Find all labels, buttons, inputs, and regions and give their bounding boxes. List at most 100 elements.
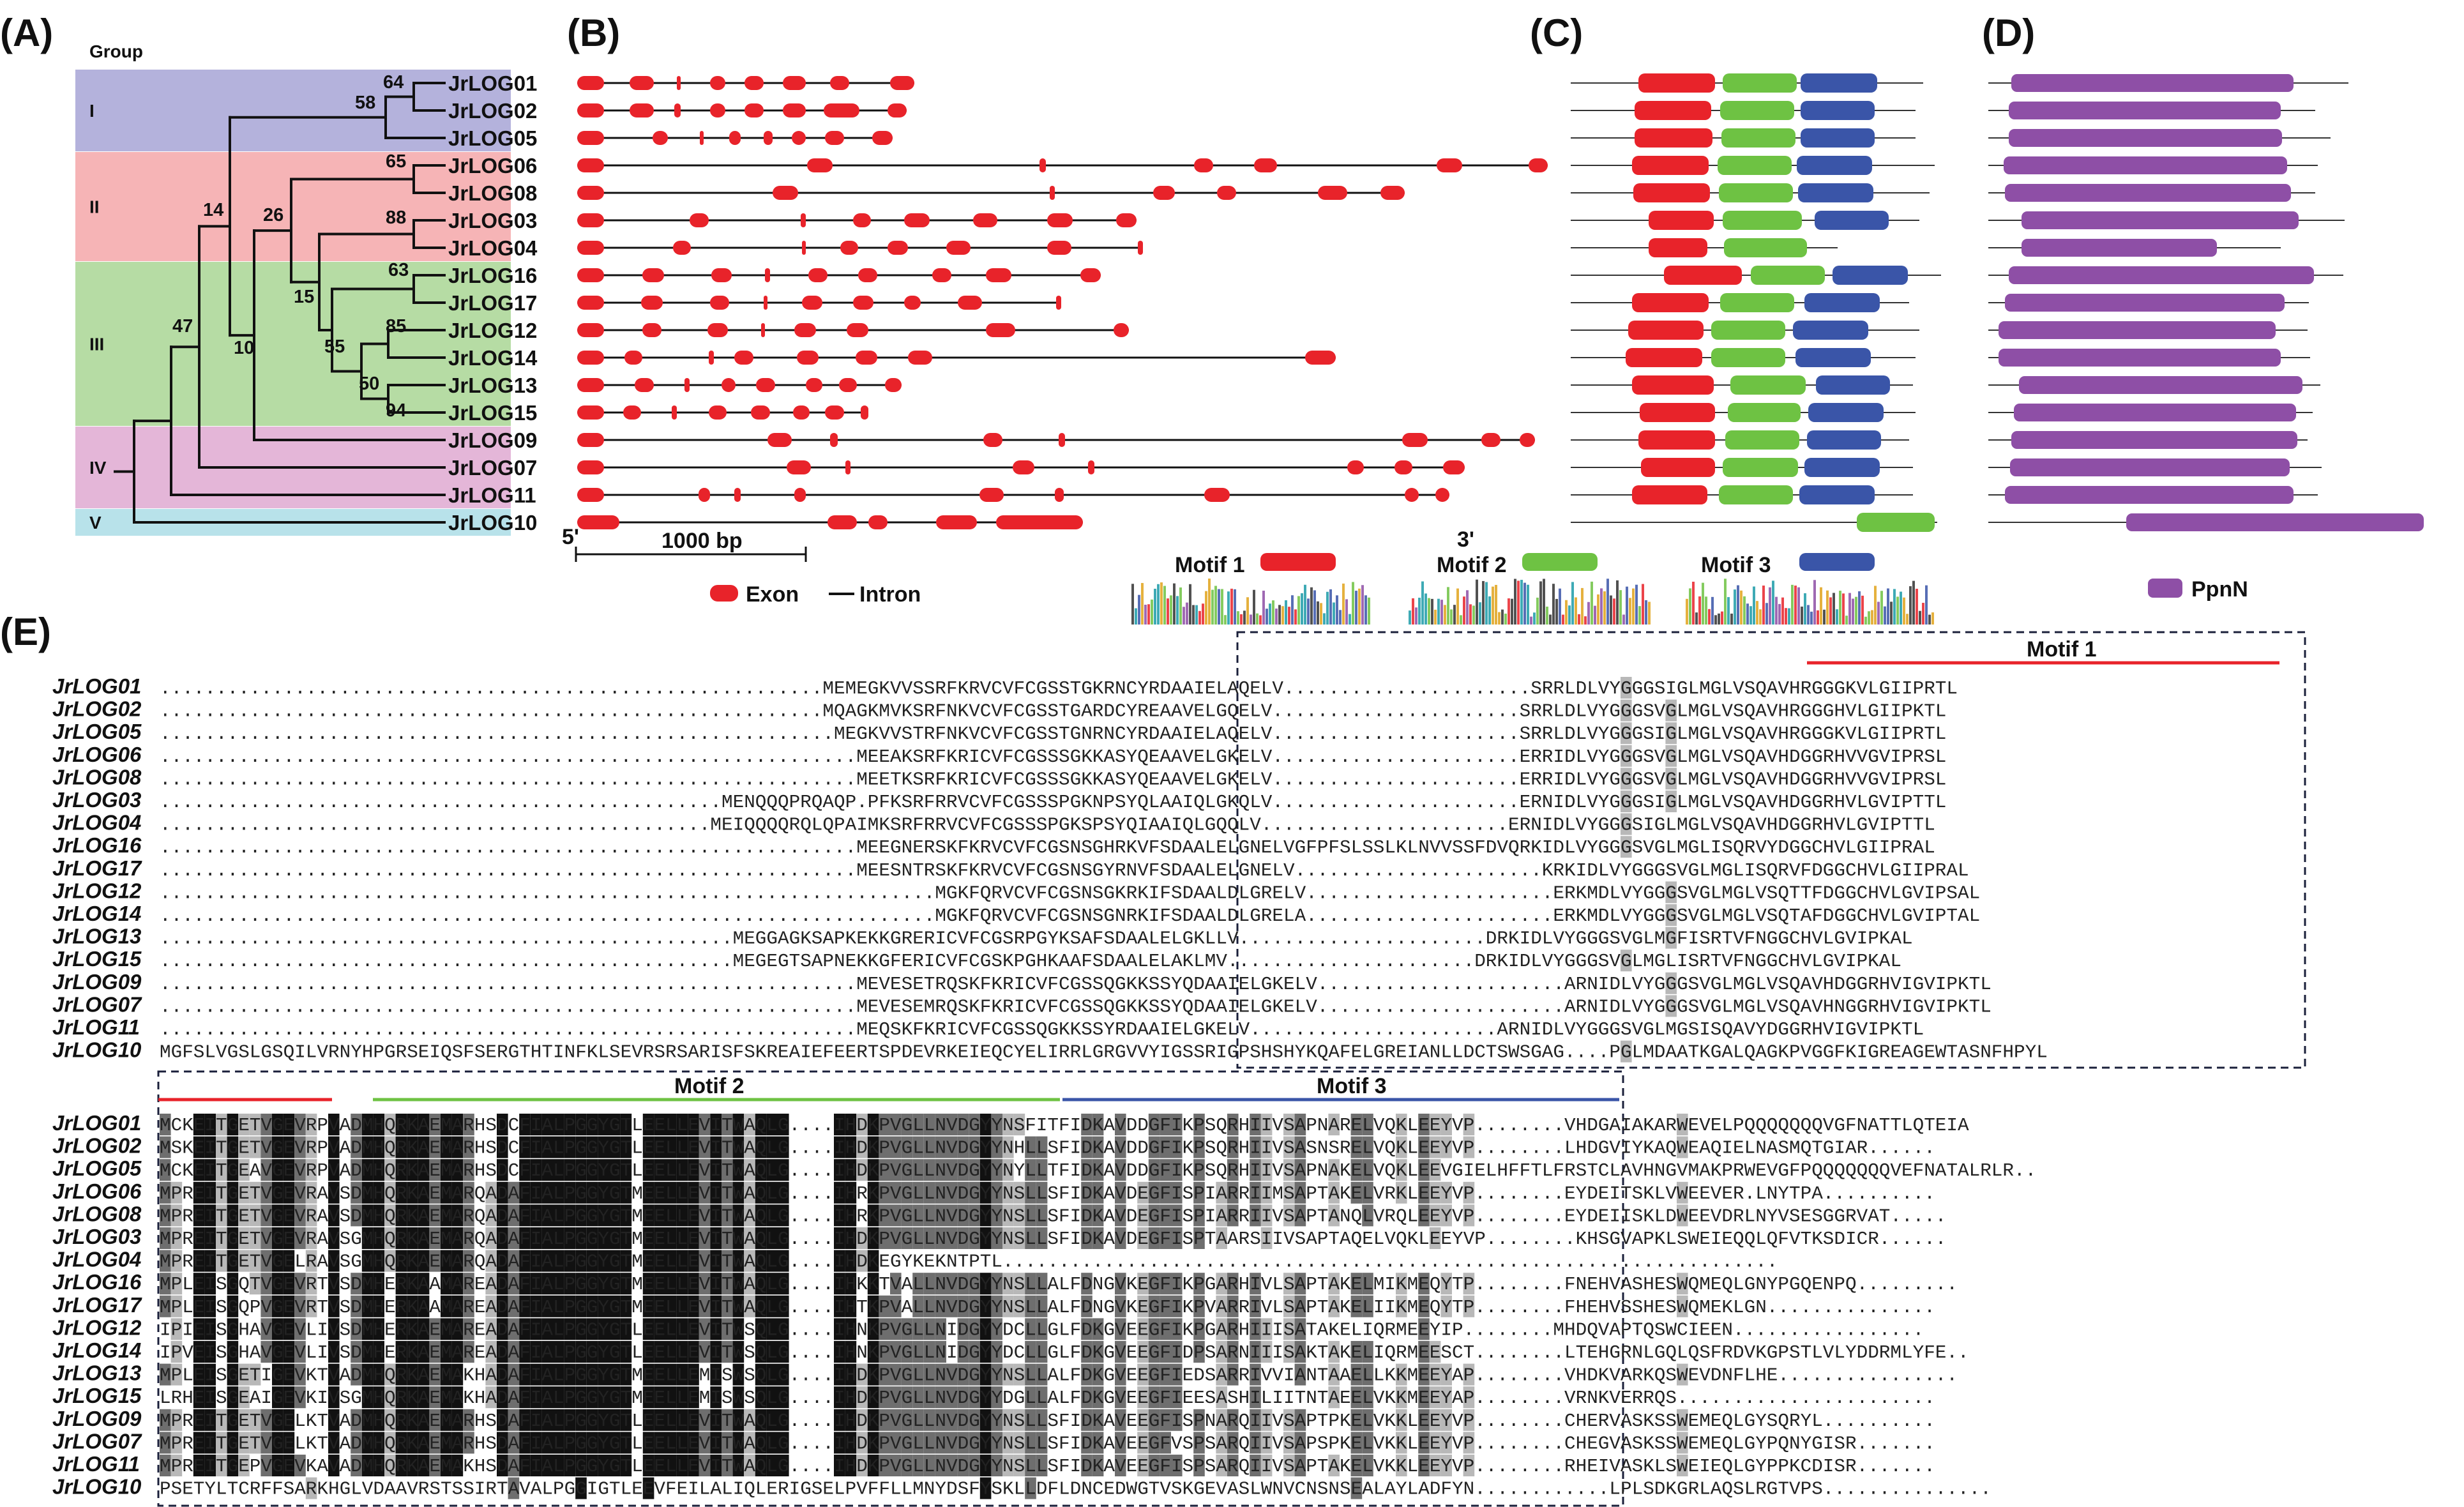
conservation-shade [238, 1363, 250, 1386]
exon-block [1116, 213, 1137, 227]
conservation-shade [979, 1341, 992, 1363]
conservation-shade [249, 1204, 261, 1227]
conservation-shade [451, 1432, 464, 1454]
logo-letter [1549, 614, 1552, 625]
conservation-shade [249, 1273, 261, 1295]
conservation-shade [609, 1363, 621, 1386]
conservation-shade [867, 1432, 879, 1454]
conservation-shade [1250, 1136, 1261, 1158]
conservation-shade [912, 1386, 924, 1409]
conservation-shade [1148, 1341, 1160, 1363]
conservation-shade [1227, 1159, 1239, 1181]
conservation-shade [1092, 1363, 1104, 1386]
conservation-shade [283, 1227, 295, 1249]
conservation-shade [1160, 1181, 1171, 1204]
conservation-shade [744, 1181, 755, 1204]
conservation-shade [778, 1318, 789, 1340]
conservation-shade [530, 1455, 542, 1476]
logo-letter [1906, 614, 1908, 625]
conservation-shade [1148, 1386, 1160, 1409]
logo-letter [1575, 597, 1577, 625]
conservation-shade [227, 1250, 239, 1272]
logo-letter [1781, 597, 1784, 625]
conservation-shade [1250, 1318, 1261, 1340]
conservation-shade [1092, 1341, 1104, 1363]
conservation-shade [1216, 1204, 1227, 1227]
conservation-shade [1193, 1273, 1205, 1295]
conservation-shade [1429, 1159, 1441, 1181]
exon-block [577, 131, 604, 145]
conservation-shade [923, 1341, 935, 1363]
logo-letter [1352, 582, 1354, 625]
conservation-shade [418, 1341, 430, 1363]
conservation-shade [1092, 1159, 1104, 1181]
conservation-shade [1250, 1432, 1261, 1454]
gene-label: JrLOG05 [448, 126, 537, 150]
conservation-shade [778, 1159, 789, 1181]
conservation-shade [979, 1181, 992, 1204]
conservation-shade [305, 1114, 317, 1135]
conservation-shade [744, 1273, 755, 1295]
logo-letter [1931, 612, 1934, 625]
conservation-shade [407, 1409, 418, 1431]
conservation-shade [216, 1227, 227, 1249]
exon-block [783, 76, 806, 90]
logo-letter [1224, 615, 1227, 625]
conservation-shade [1115, 1273, 1126, 1295]
conservation-shade [665, 1136, 677, 1158]
conservation-shade [1115, 1181, 1126, 1204]
conservation-shade [1193, 1432, 1205, 1454]
conservation-shade [1227, 1318, 1239, 1340]
conservation-shade [1665, 927, 1677, 949]
conservation-shade [519, 1341, 531, 1363]
conservation-shade [553, 1273, 564, 1295]
conservation-shade [1463, 1409, 1475, 1431]
conservation-shade [586, 1341, 598, 1363]
conservation-shade [665, 1250, 677, 1272]
motif-block [1723, 73, 1797, 93]
conservation-shade [1036, 1204, 1048, 1227]
logo-letter [1880, 591, 1883, 625]
conservation-shade [204, 1455, 216, 1476]
logo-letter [1368, 597, 1370, 625]
conservation-shade [1081, 1181, 1092, 1204]
conservation-shade [1328, 1386, 1340, 1409]
conservation-shade [272, 1227, 283, 1249]
conservation-shade [1440, 1455, 1452, 1476]
conservation-shade [609, 1227, 621, 1249]
exon-block [946, 241, 971, 255]
conservation-shade [283, 1136, 295, 1158]
logo-letter [1845, 616, 1848, 625]
conservation-shade [1092, 1181, 1104, 1204]
conservation-shade [654, 1273, 665, 1295]
conservation-shade [1025, 1363, 1036, 1386]
logo-letter [1791, 584, 1794, 625]
conservation-shade [834, 1136, 845, 1158]
conservation-shade [328, 1341, 340, 1363]
conservation-shade [204, 1363, 216, 1386]
conservation-shade [1418, 1159, 1430, 1181]
logo-letter [1409, 610, 1411, 625]
conservation-shade [979, 1432, 992, 1454]
conservation-shade [923, 1386, 935, 1409]
conservation-shade [541, 1341, 553, 1363]
logo-letter [1833, 593, 1835, 625]
logo-letter [1333, 602, 1335, 625]
logo-letter [1256, 613, 1258, 625]
exon-block [861, 405, 868, 420]
motif-block [1711, 321, 1785, 340]
conservation-shade [160, 1432, 171, 1454]
conservation-shade [541, 1273, 553, 1295]
group-band-2 [75, 152, 511, 261]
conservation-shade [710, 1273, 722, 1295]
conservation-shade [969, 1159, 980, 1181]
exon-block [783, 103, 806, 117]
logo-letter [1708, 609, 1711, 625]
conservation-shade [272, 1455, 283, 1476]
conservation-shade [227, 1455, 239, 1476]
conservation-shade [508, 1273, 520, 1295]
three-prime-label: 3' [1457, 527, 1474, 552]
logo-letter [1705, 596, 1707, 625]
motif-diagrams [1571, 73, 1941, 532]
alignment-block-top: JrLOG01.................................… [52, 674, 2048, 1063]
